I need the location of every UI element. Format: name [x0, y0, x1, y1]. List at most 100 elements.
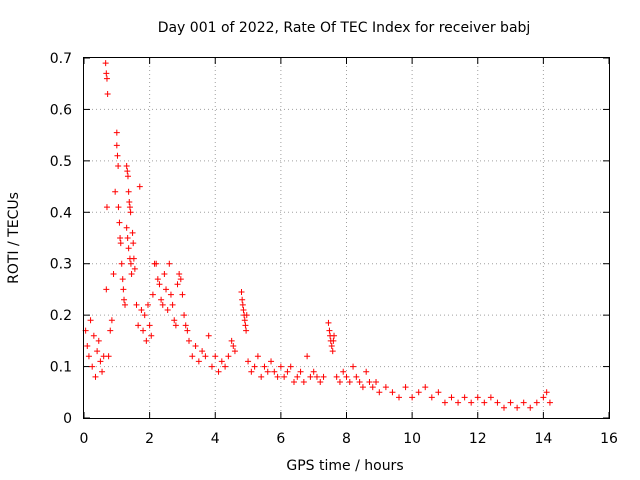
data-point [127, 209, 134, 216]
data-point [124, 168, 131, 175]
data-point [177, 276, 184, 283]
data-point [310, 368, 317, 375]
data-point [125, 188, 132, 195]
data-point [164, 307, 171, 313]
data-point [195, 358, 202, 365]
data-point [328, 343, 335, 349]
data-point [124, 173, 131, 180]
data-point [240, 307, 247, 313]
data-point [271, 368, 278, 375]
data-point [117, 235, 124, 241]
data-point [126, 199, 133, 205]
x-tick-label: 6 [276, 431, 285, 447]
data-point [176, 271, 183, 277]
data-point [136, 183, 143, 190]
data-point [481, 399, 488, 406]
data-point [333, 373, 340, 380]
x-tick-label: 12 [469, 431, 487, 447]
data-point [182, 322, 189, 329]
data-point [402, 384, 409, 391]
data-point [366, 379, 373, 385]
data-point [468, 399, 475, 406]
y-tick-label: 0 [63, 411, 72, 427]
data-point [115, 204, 122, 211]
x-tick-label: 10 [403, 431, 421, 447]
data-point [158, 296, 165, 303]
data-point [126, 204, 133, 211]
data-point [103, 286, 110, 293]
data-point [105, 353, 112, 360]
y-tick-labels: 0 0.1 0.2 0.3 0.4 0.5 0.6 0.7 [50, 51, 72, 427]
y-tick-label: 0.7 [50, 51, 72, 67]
data-point [116, 219, 123, 226]
data-point [174, 281, 181, 288]
data-point [222, 363, 229, 370]
data-point [156, 281, 163, 288]
data-point [172, 322, 179, 329]
data-point [261, 363, 268, 370]
data-point [135, 322, 142, 329]
grid-lines [84, 58, 609, 418]
data-point [129, 229, 136, 236]
data-point [146, 322, 153, 329]
data-point [169, 301, 176, 308]
data-point [141, 312, 148, 319]
data-point [346, 379, 353, 385]
data-point [297, 368, 304, 375]
y-tick-label: 0.2 [50, 308, 72, 324]
data-point [186, 337, 192, 344]
data-point [248, 368, 255, 375]
data-point [95, 337, 102, 344]
data-point [103, 70, 110, 77]
y-tick-label: 0.1 [50, 360, 72, 376]
data-point [359, 384, 366, 391]
data-point [140, 327, 147, 334]
data-point [242, 322, 249, 329]
data-point [396, 394, 402, 401]
data-point [353, 373, 360, 380]
x-tick-labels: 0 2 4 6 8 10 12 14 16 [80, 431, 618, 447]
x-tick-label: 16 [600, 431, 618, 447]
data-point [130, 240, 137, 247]
data-point [94, 348, 101, 355]
data-point [148, 332, 155, 339]
data-point [287, 363, 294, 370]
data-point [110, 271, 117, 277]
data-point [84, 343, 91, 349]
data-point [108, 317, 115, 324]
data-point [89, 363, 96, 370]
data-point [243, 327, 250, 334]
y-tick-label: 0.6 [50, 102, 72, 118]
data-point [527, 404, 534, 411]
data-point [184, 327, 191, 334]
data-point [99, 368, 106, 375]
data-point [115, 163, 122, 169]
data-point [268, 358, 275, 365]
data-point [181, 312, 188, 319]
data-point [143, 337, 150, 344]
data-point [300, 379, 307, 385]
data-point [435, 389, 442, 396]
data-point [373, 379, 380, 385]
data-point [144, 301, 151, 308]
data-point [422, 384, 429, 391]
data-point [307, 373, 314, 380]
data-point [540, 394, 547, 401]
data-point [205, 332, 212, 339]
data-point [343, 373, 350, 380]
data-point [507, 399, 514, 406]
data-point [97, 358, 104, 365]
data-point [281, 373, 288, 380]
data-point [218, 358, 225, 365]
data-point [546, 399, 553, 406]
data-point [113, 142, 120, 149]
plot-frame [83, 57, 610, 419]
data-point [123, 224, 130, 231]
data-point [461, 394, 468, 401]
data-point [409, 394, 416, 401]
data-point [131, 265, 138, 272]
data-point [225, 353, 232, 360]
data-point [92, 373, 99, 380]
data-point [192, 343, 199, 349]
